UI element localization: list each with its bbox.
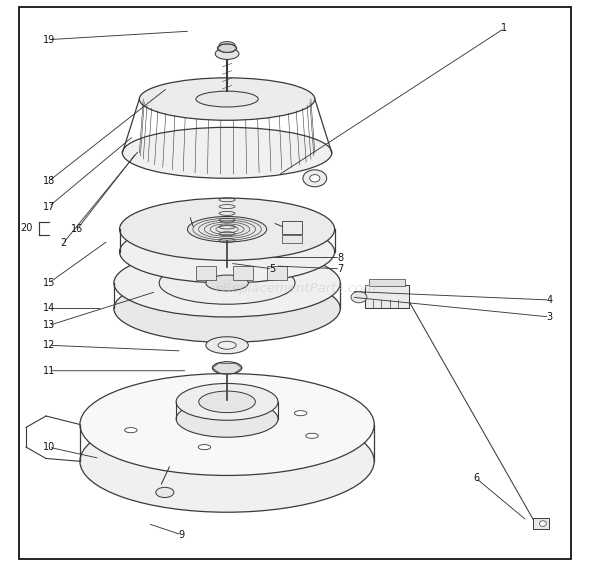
Bar	[267, 266, 287, 280]
Ellipse shape	[218, 44, 237, 53]
Ellipse shape	[310, 175, 320, 182]
Text: 17: 17	[42, 201, 55, 212]
Ellipse shape	[80, 410, 374, 512]
Ellipse shape	[351, 291, 367, 303]
FancyBboxPatch shape	[365, 285, 409, 308]
Ellipse shape	[218, 46, 236, 55]
Text: 2: 2	[60, 238, 66, 248]
Ellipse shape	[306, 434, 318, 439]
Ellipse shape	[120, 198, 335, 260]
Text: 4: 4	[547, 295, 553, 305]
Bar	[196, 266, 216, 280]
Text: 13: 13	[42, 320, 55, 331]
Ellipse shape	[159, 261, 295, 305]
Ellipse shape	[122, 127, 332, 178]
Bar	[369, 279, 405, 286]
Ellipse shape	[120, 221, 335, 283]
Ellipse shape	[219, 42, 235, 49]
Ellipse shape	[539, 521, 546, 526]
Ellipse shape	[215, 48, 239, 59]
Text: 3: 3	[547, 312, 553, 322]
Text: 12: 12	[42, 340, 55, 350]
Bar	[282, 235, 302, 243]
Text: 14: 14	[42, 303, 55, 314]
Bar	[232, 266, 253, 280]
Ellipse shape	[124, 428, 137, 432]
Text: 10: 10	[42, 442, 55, 452]
Ellipse shape	[114, 275, 340, 342]
Text: 7: 7	[337, 264, 343, 274]
Ellipse shape	[303, 170, 327, 187]
Ellipse shape	[176, 401, 278, 437]
Bar	[533, 518, 549, 529]
Text: 8: 8	[337, 252, 343, 263]
Text: 11: 11	[42, 366, 55, 376]
Bar	[282, 221, 302, 234]
Ellipse shape	[188, 216, 267, 242]
Ellipse shape	[206, 275, 248, 291]
Ellipse shape	[80, 374, 374, 475]
Ellipse shape	[198, 445, 211, 449]
Text: 19: 19	[42, 35, 55, 45]
Text: 9: 9	[179, 530, 185, 540]
Text: 6: 6	[473, 473, 479, 483]
Text: 18: 18	[42, 176, 55, 186]
Ellipse shape	[176, 384, 278, 420]
Ellipse shape	[212, 362, 242, 374]
Text: 16: 16	[71, 224, 83, 234]
Ellipse shape	[206, 337, 248, 354]
Ellipse shape	[196, 91, 258, 107]
Ellipse shape	[156, 487, 174, 498]
Text: eReplacementParts.com: eReplacementParts.com	[214, 282, 376, 295]
Ellipse shape	[199, 391, 255, 413]
Ellipse shape	[218, 341, 236, 349]
Ellipse shape	[114, 249, 340, 317]
Ellipse shape	[139, 78, 315, 121]
Text: 20: 20	[20, 223, 32, 233]
Text: 1: 1	[502, 23, 507, 33]
Text: 15: 15	[42, 278, 55, 288]
Ellipse shape	[294, 411, 307, 415]
Text: 5: 5	[269, 264, 276, 274]
